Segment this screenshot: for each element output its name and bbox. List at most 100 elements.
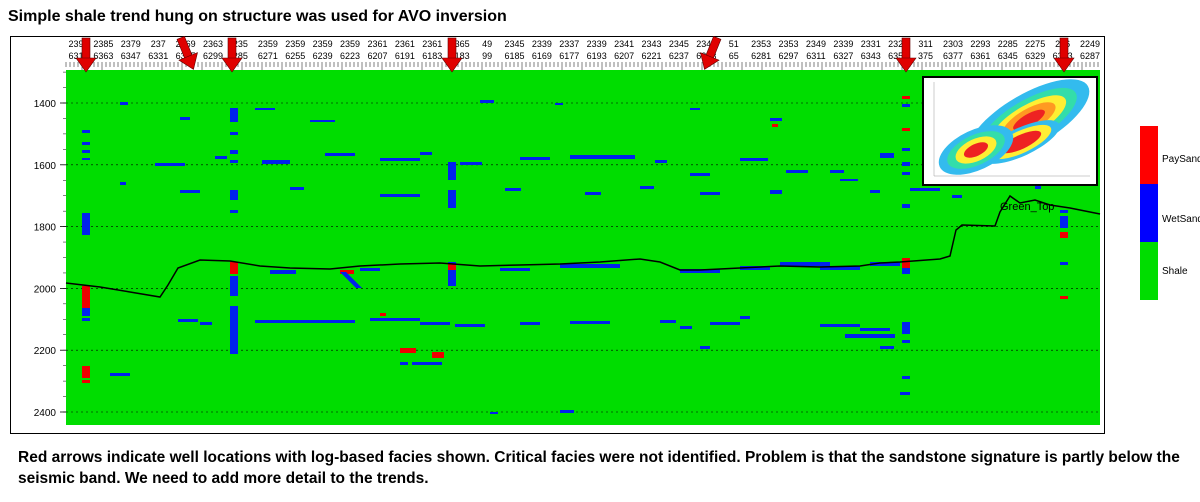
trace-label-row1: 51 <box>729 39 739 49</box>
trace-label-row1: 2361 <box>422 39 442 49</box>
trace-label-row2: 6287 <box>1080 51 1100 61</box>
trace-label-row1: 2347 <box>696 39 716 49</box>
facies-patch <box>660 320 676 323</box>
trace-label-row2: 6223 <box>340 51 360 61</box>
facies-patch <box>412 362 442 365</box>
slide-title: Simple shale trend hung on structure was… <box>8 8 507 25</box>
well-log-segment <box>902 96 910 99</box>
trace-label-row2: 6361 <box>970 51 990 61</box>
facies-patch <box>155 163 185 166</box>
well-log-segment <box>902 322 910 334</box>
well-arrows <box>75 35 1075 73</box>
facies-patch <box>290 187 304 190</box>
crossplot-inset <box>922 76 1098 186</box>
facies-patch <box>830 170 844 173</box>
trace-label-row1: 2353 <box>779 39 799 49</box>
trace-label-row2: 6281 <box>751 51 771 61</box>
facies-patch <box>560 410 574 413</box>
trace-label-row1: 2339 <box>833 39 853 49</box>
facies-patch <box>180 190 200 193</box>
well-log-segment <box>230 306 238 354</box>
depth-tick-label: 1400 <box>34 99 57 110</box>
well-log-segment <box>448 264 456 270</box>
well-log-segment <box>1060 216 1068 228</box>
facies-patch <box>700 192 720 195</box>
facies-patch <box>520 322 540 325</box>
trace-label-row1: 235 <box>233 39 248 49</box>
well-arrow-icon <box>700 35 722 70</box>
well-log-segment <box>230 262 238 274</box>
facies-patch <box>380 313 386 316</box>
trace-label-row1: 311 <box>918 39 932 49</box>
facies-patch <box>455 324 485 327</box>
well-log-segment <box>902 162 910 166</box>
facies-legend: PaySand WetSand Shale <box>1140 126 1200 306</box>
well-log-segment <box>82 380 90 383</box>
trace-label-row1: 2361 <box>395 39 415 49</box>
depth-axis: 1400 1600 1800 2000 2200 2400 <box>34 71 66 419</box>
trace-label-row1: 2359 <box>258 39 278 49</box>
facies-patch <box>215 156 227 159</box>
trace-label-row1: 2353 <box>751 39 771 49</box>
well-log-segment <box>1060 262 1068 265</box>
well-arrow-icon <box>221 37 243 73</box>
trace-label-row2: 6207 <box>614 51 634 61</box>
well-log-segment <box>82 150 90 153</box>
trace-label-row1: 2285 <box>998 39 1018 49</box>
well-log-segment <box>230 276 238 296</box>
trace-label-row2: 6311 <box>806 51 825 61</box>
trace-label-row1: 2337 <box>559 39 579 49</box>
trace-label-row2: 6237 <box>669 51 689 61</box>
trace-label-row2: 99 <box>482 51 492 61</box>
facies-patch <box>178 319 198 322</box>
depth-tick-label: 2200 <box>34 346 57 357</box>
well-log-segment <box>82 366 90 378</box>
trace-label-row2: 6169 <box>532 51 552 61</box>
trace-label-row2: 6183 <box>450 51 470 61</box>
trace-label-row2: 65 <box>729 51 739 61</box>
well-log-segment <box>902 258 910 268</box>
trace-label-row1: 239 <box>68 39 83 49</box>
trace-label-row2: 6299 <box>203 51 223 61</box>
facies-patch <box>380 158 420 161</box>
facies-patch <box>585 192 601 195</box>
facies-patch <box>820 324 860 327</box>
facies-patch <box>870 190 880 193</box>
trace-label-row1: 2359 <box>285 39 305 49</box>
facies-patch <box>505 188 521 191</box>
facies-patch <box>340 270 354 274</box>
facies-patch <box>480 100 494 103</box>
well-arrow-icon <box>895 37 917 73</box>
facies-patch <box>770 118 782 121</box>
trace-label-row2: 6255 <box>285 51 305 61</box>
trace-label-row2: 6271 <box>258 51 278 61</box>
well-log-segment <box>82 130 90 133</box>
well-log-segment <box>82 213 90 235</box>
facies-patch <box>690 108 700 110</box>
facies-patch <box>110 373 130 376</box>
facies-patch <box>420 322 450 325</box>
trace-label-row1: 2359 <box>340 39 360 49</box>
facies-patch <box>180 117 190 120</box>
trace-label-row1: 2345 <box>504 39 524 49</box>
trace-label-row1: 2322 <box>888 39 908 49</box>
well-log-segment <box>82 142 90 145</box>
depth-tick-label: 2400 <box>34 408 57 419</box>
facies-patch <box>120 182 126 185</box>
trace-label-row2: 6193 <box>587 51 607 61</box>
legend-wetsand-swatch <box>1140 184 1158 242</box>
well-arrow-icon <box>75 37 97 73</box>
facies-patch <box>880 153 894 158</box>
facies-patch <box>380 194 420 197</box>
well-log-segment <box>230 190 238 200</box>
facies-patch <box>270 270 296 274</box>
well-log-segment <box>82 286 90 308</box>
trace-labels: 2396312385636323796347237633123696315236… <box>65 39 1100 70</box>
trace-label-row2: 6239 <box>313 51 333 61</box>
facies-patch <box>786 170 808 173</box>
trace-label-row2: 6363 <box>93 51 113 61</box>
horizon-line <box>65 194 1101 298</box>
well-log-segment <box>902 148 910 151</box>
facies-patch <box>555 103 563 105</box>
well-log-segment <box>230 150 238 154</box>
